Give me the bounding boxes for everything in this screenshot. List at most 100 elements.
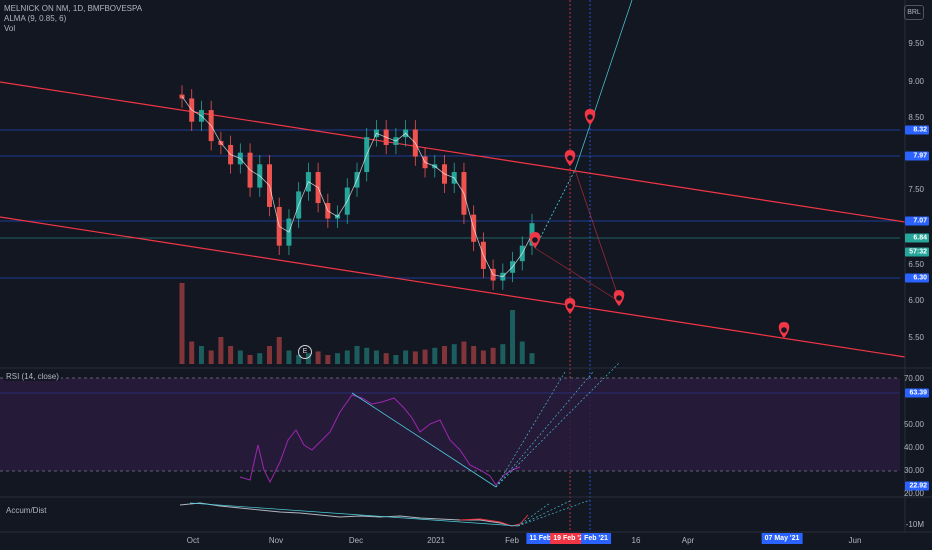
volume-bar <box>286 350 292 364</box>
volume-bar <box>198 346 204 364</box>
volume-bar <box>335 353 341 364</box>
volume-legend[interactable]: Vol <box>4 24 16 33</box>
accum-fan-3 <box>517 499 591 527</box>
price-badge-7-97: 7.97 <box>905 151 929 161</box>
rsi-tick: 20.00 <box>903 489 924 498</box>
rsi-fan-2 <box>495 371 594 488</box>
marker-pin-6 <box>778 322 790 338</box>
volume-bar <box>471 346 477 364</box>
candles-group <box>179 85 535 290</box>
marker-pin-3 <box>529 232 541 248</box>
volume-bar <box>461 341 467 364</box>
volume-bar <box>267 346 272 364</box>
time-tick: 2021 <box>427 536 445 545</box>
volume-bar <box>490 347 496 364</box>
volume-bar <box>305 353 311 364</box>
price-tick: 9.00 <box>908 77 924 86</box>
symbol-legend[interactable]: MELNICK ON NM, 1D, BMFBOVESPA <box>4 4 143 13</box>
volume-bar <box>189 341 195 364</box>
time-tick: Nov <box>268 536 284 545</box>
rsi-badge: 63.39 <box>905 388 929 398</box>
volume-bar <box>218 337 224 364</box>
price-tick: 9.50 <box>908 39 924 48</box>
time-tick: Oct <box>186 536 200 545</box>
volume-bar <box>451 344 457 364</box>
price-tick: 6.50 <box>908 260 924 269</box>
volume-bar <box>412 351 418 364</box>
volume-bar <box>179 283 185 364</box>
currency-button[interactable]: BRL <box>904 5 924 20</box>
volume-bar <box>364 347 370 364</box>
projection-line-4 <box>534 247 621 303</box>
marker-pin-5 <box>613 290 625 306</box>
earnings-icon[interactable]: E <box>298 345 312 359</box>
rsi-trendline <box>351 392 497 488</box>
price-badge-8-32: 8.32 <box>905 125 929 135</box>
volume-bars <box>179 283 535 364</box>
volume-bar <box>344 350 350 364</box>
time-tick: 16 <box>631 536 641 545</box>
upper-channel-line <box>0 81 906 223</box>
rsi-band <box>0 378 900 471</box>
rsi-legend[interactable]: RSI (14, close) <box>4 372 61 381</box>
time-tick: Dec <box>348 536 364 545</box>
volume-bar <box>325 355 331 364</box>
volume-bar <box>296 355 302 364</box>
marker-pin-2 <box>564 150 576 166</box>
volume-bar <box>480 350 486 364</box>
time-tick: Apr <box>681 536 695 545</box>
volume-bar <box>228 346 234 364</box>
volume-bar <box>510 310 516 364</box>
accum-fan-2 <box>517 499 573 527</box>
lower-channel-line <box>0 216 906 358</box>
rsi-tick: 70.00 <box>903 374 924 383</box>
volume-bar <box>373 350 379 364</box>
price-tick: 7.50 <box>908 185 924 194</box>
volume-bar <box>354 346 360 364</box>
volume-bar <box>208 350 214 364</box>
volume-bar <box>276 337 282 364</box>
volume-bar <box>500 344 506 364</box>
volume-bar <box>237 350 243 364</box>
price-tick: 5.50 <box>908 333 924 342</box>
volume-bar <box>315 351 321 364</box>
volume-bar <box>529 353 535 364</box>
volume-bar <box>383 353 389 364</box>
accum-fan-1 <box>517 502 551 527</box>
projection-line-3 <box>574 169 621 303</box>
projection-line-1 <box>534 169 576 249</box>
marker-pin-1 <box>584 109 596 125</box>
alma-line <box>181 96 533 278</box>
rsi-tick: 30.00 <box>903 466 924 475</box>
time-tick: Feb <box>505 536 519 545</box>
accum-line-2 <box>459 514 529 527</box>
marker-pin-4 <box>564 298 576 314</box>
price-badge-last: 6.84 <box>905 233 929 243</box>
accum-trendline <box>189 502 519 527</box>
alma-legend[interactable]: ALMA (9, 0.85, 6) <box>4 14 67 23</box>
rsi-line <box>239 394 521 486</box>
date-badge-11-feb: 11 Feb '21 <box>526 533 566 544</box>
price-badge-6-30: 6.30 <box>905 273 929 283</box>
price-tick: 8.50 <box>908 113 924 122</box>
volume-bar <box>432 347 438 364</box>
date-badge-07-may: 07 May '21 <box>761 533 803 544</box>
countdown-badge: 57:32 <box>905 247 929 257</box>
rsi-badge-2: 22.92 <box>905 481 929 491</box>
accum-line <box>179 502 521 527</box>
date-badge-19-feb: 19 Feb '21 <box>550 533 590 544</box>
price-badge-7-07: 7.07 <box>905 216 929 226</box>
accum-legend[interactable]: Accum/Dist <box>4 506 49 515</box>
volume-bar <box>247 355 253 364</box>
rsi-fan-3 <box>495 361 621 488</box>
volume-bar <box>442 346 447 364</box>
volume-bar <box>519 341 525 364</box>
volume-bar <box>257 353 263 364</box>
volume-bar <box>422 349 428 364</box>
rsi-tick: 50.00 <box>903 420 924 429</box>
date-badge-feb: Feb '21 <box>581 533 611 544</box>
projection-line-2 <box>574 0 633 171</box>
volume-bar <box>403 350 409 364</box>
price-tick: 6.00 <box>908 296 924 305</box>
